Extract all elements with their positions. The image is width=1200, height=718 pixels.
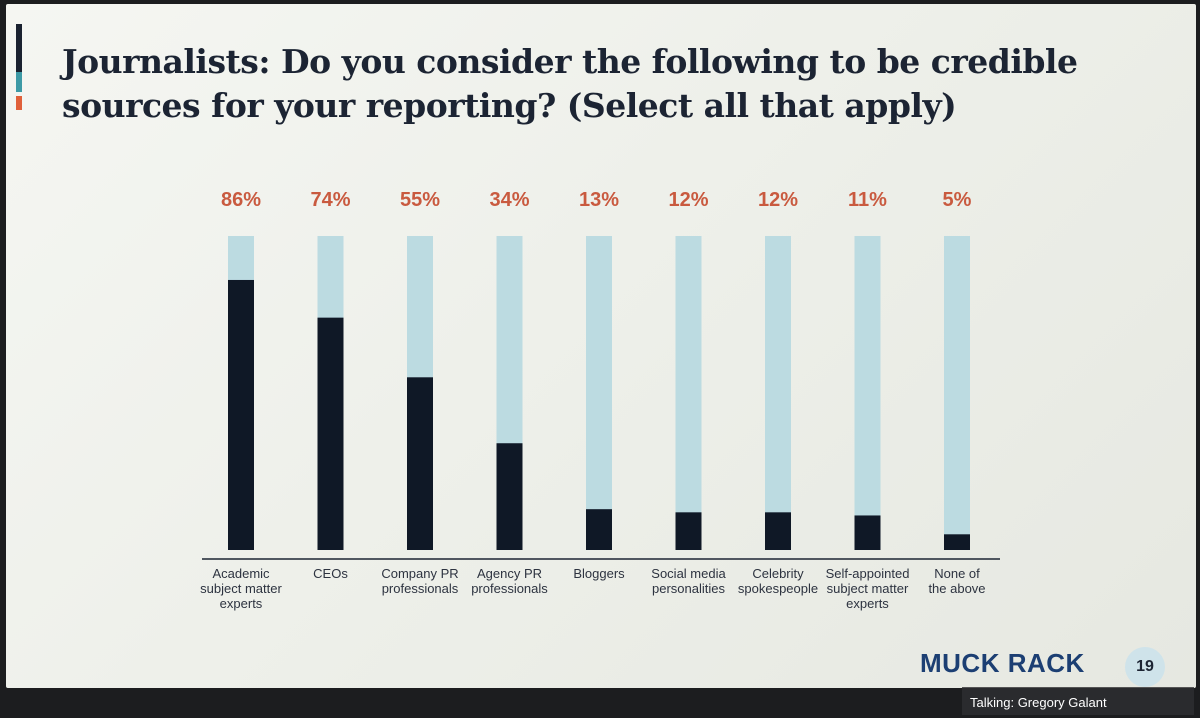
- bar-agency-pr-professionals: [496, 443, 523, 550]
- bar-track-self-appointed-subject-matter-experts: [854, 236, 881, 550]
- talking-indicator: Talking: Gregory Galant: [962, 687, 1194, 715]
- bar-bloggers: [586, 509, 612, 550]
- category-label-line: Social media: [651, 566, 726, 581]
- value-label-company-pr-professionals: 55%: [400, 189, 440, 211]
- accent-bar-dark: [16, 24, 22, 72]
- accent-bar-teal: [16, 72, 22, 92]
- value-label-agency-pr-professionals: 34%: [489, 189, 529, 211]
- accent-bar-orange: [16, 96, 22, 110]
- category-label-line: Bloggers: [573, 566, 625, 581]
- category-label-academic-subject-matter-experts: Academic subject matter experts: [200, 566, 282, 611]
- bar-track-celebrity-spokespeople: [765, 236, 791, 550]
- category-label-social-media-personalities: Social media personalities: [651, 566, 726, 596]
- bar-track-none-of-the-above: [944, 236, 970, 550]
- bar-track-social-media-personalities: [675, 236, 702, 550]
- category-label-line: CEOs: [313, 566, 348, 581]
- bar-track-bloggers: [586, 236, 612, 550]
- bar-company-pr-professionals: [407, 377, 433, 550]
- page-number-badge: 19: [1125, 647, 1165, 687]
- category-label-bloggers: Bloggers: [573, 566, 625, 581]
- category-label-celebrity-spokespeople: Celebrity spokespeople: [738, 566, 818, 596]
- presentation-slide: Journalists: Do you consider the followi…: [6, 4, 1196, 688]
- category-label-line: personalities: [652, 581, 725, 596]
- value-label-self-appointed-subject-matter-experts: 11%: [848, 189, 887, 211]
- category-label-line: Academic: [212, 566, 270, 581]
- category-label-line: professionals: [382, 581, 459, 596]
- category-label-line: subject matter: [827, 581, 909, 596]
- value-label-none-of-the-above: 5%: [943, 189, 972, 211]
- category-label-line: professionals: [471, 581, 548, 596]
- category-label-agency-pr-professionals: Agency PR professionals: [471, 566, 548, 596]
- category-label-line: subject matter: [200, 581, 282, 596]
- bar-self-appointed-subject-matter-experts: [854, 515, 881, 550]
- value-label-ceos: 74%: [310, 189, 350, 211]
- muck-rack-logo: MUCK RACK: [920, 648, 1085, 678]
- category-label-company-pr-professionals: Company PR professionals: [381, 566, 458, 596]
- value-label-social-media-personalities: 12%: [668, 189, 708, 211]
- category-label-line: experts: [220, 596, 263, 611]
- category-label-none-of-the-above: None of the above: [928, 566, 985, 596]
- category-label-line: Agency PR: [477, 566, 542, 581]
- value-label-bloggers: 13%: [579, 189, 619, 211]
- bars-layer: [228, 236, 970, 550]
- bar-ceos: [317, 317, 344, 550]
- category-label-self-appointed-subject-matter-experts: Self-appointed subject matter experts: [826, 566, 910, 611]
- category-label-line: spokespeople: [738, 581, 818, 596]
- bar-academic-subject-matter-experts: [228, 279, 254, 550]
- slide-title: Journalists: Do you consider the followi…: [62, 42, 1078, 125]
- category-label-line: experts: [846, 596, 889, 611]
- category-label-ceos: CEOs: [313, 566, 348, 581]
- bar-none-of-the-above: [944, 534, 970, 550]
- category-label-line: Celebrity: [752, 566, 804, 581]
- value-label-academic-subject-matter-experts: 86%: [221, 189, 261, 211]
- labels-layer: 86%Academic subject matter experts74%CEOs5…: [200, 189, 985, 611]
- category-label-line: Self-appointed: [826, 566, 910, 581]
- category-label-line: Company PR: [381, 566, 458, 581]
- category-label-line: the above: [928, 581, 985, 596]
- category-label-line: None of: [934, 566, 980, 581]
- bar-celebrity-spokespeople: [765, 512, 791, 550]
- value-label-celebrity-spokespeople: 12%: [758, 189, 798, 211]
- bar-social-media-personalities: [675, 512, 702, 550]
- bar-chart: 86%Academic subject matter experts74%CEOs5…: [200, 189, 1000, 611]
